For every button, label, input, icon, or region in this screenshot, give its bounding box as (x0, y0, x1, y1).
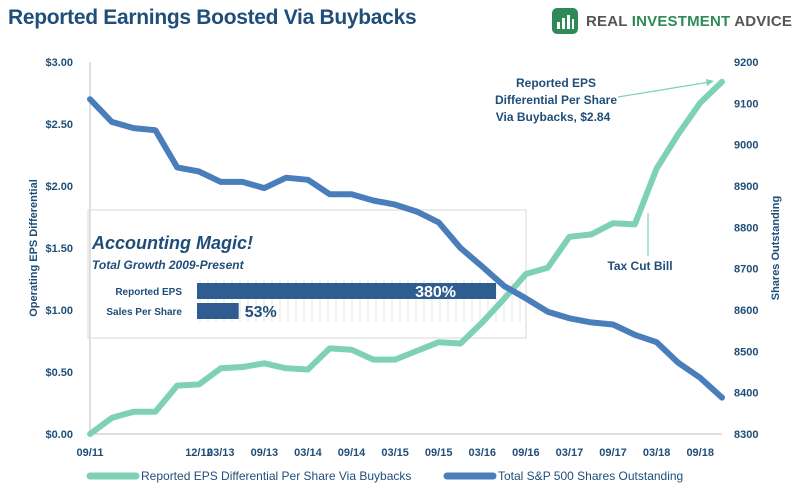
inset-bar (197, 303, 239, 319)
right-tick-label: 8700 (734, 264, 758, 276)
brand-word-3: ADVICE (730, 12, 793, 30)
left-axis: $0.00 $0.50 $1.00 $1.50 $2.00 $2.50 $3.00 (45, 57, 91, 441)
legend: Reported EPS Differential Per Share Via … (86, 469, 683, 483)
inset-bar-label: Sales Per Share (106, 307, 182, 318)
left-tick-label: $1.00 (45, 305, 73, 317)
inset-bar-value: 380% (415, 284, 456, 301)
inset-bar-value: 53% (245, 304, 277, 321)
right-tick-label: 8800 (734, 222, 758, 234)
inset-title: Accounting Magic! (91, 233, 253, 253)
eps-series-line (87, 78, 725, 437)
left-tick-label: $2.00 (45, 181, 73, 193)
x-tick-label: 03/17 (556, 447, 584, 459)
x-tick-label: 03/14 (294, 447, 322, 459)
inset-subtitle: Total Growth 2009-Present (92, 258, 245, 272)
x-tick-label: 09/13 (251, 447, 279, 459)
x-tick-label: 12/12 (185, 447, 213, 459)
x-tick-label: 09/11 (77, 447, 104, 459)
right-tick-label: 8900 (734, 181, 758, 193)
eps-note-line-3: Via Buybacks, $2.84 (496, 110, 611, 124)
left-tick-label: $2.50 (45, 119, 73, 131)
right-tick-label: 9000 (734, 140, 758, 152)
right-axis-title: Shares Outstanding (770, 196, 782, 301)
brand-name: REAL INVESTMENT ADVICE (586, 13, 792, 30)
inset-bar-label: Reported EPS (115, 287, 182, 298)
inset-bar (197, 283, 496, 299)
eps-note-line-2: Differential Per Share (495, 93, 617, 107)
shares-series-line (87, 96, 725, 401)
right-tick-label: 8300 (734, 429, 758, 441)
left-tick-label: $0.00 (45, 429, 73, 441)
right-axis: 8300 8400 8500 8600 8700 8800 8900 9000 9100 9200 (734, 57, 758, 441)
x-tick-label: 09/14 (338, 447, 366, 459)
right-tick-label: 8400 (734, 388, 758, 400)
right-tick-label: 9200 (734, 57, 758, 69)
inset-frame (87, 209, 527, 339)
right-tick-label: 8500 (734, 346, 758, 358)
x-tick-label: 03/15 (381, 447, 409, 459)
right-tick-label: 9100 (734, 98, 758, 110)
eps-note-arrow (617, 81, 711, 98)
inset-bars: Reported EPS 380% Sales Per Share 53% (106, 283, 496, 321)
brand: REAL INVESTMENT ADVICE (552, 6, 792, 36)
tax-note: Tax Cut Bill (607, 259, 672, 273)
inset-panel: Accounting Magic! Total Growth 2009-Pres… (87, 209, 527, 339)
legend-label-shares: Total S&P 500 Shares Outstanding (498, 469, 683, 483)
eps-note-arrowhead (706, 79, 714, 86)
legend-label-eps: Reported EPS Differential Per Share Via … (141, 469, 411, 483)
brand-word-2: INVESTMENT (631, 12, 731, 30)
left-tick-label: $3.00 (45, 57, 73, 69)
brand-word-1: REAL (586, 12, 632, 30)
x-tick-label: 03/18 (643, 447, 671, 459)
x-tick-label: 09/16 (512, 447, 540, 459)
x-tick-label: 09/15 (425, 447, 453, 459)
left-tick-label: $0.50 (45, 367, 73, 379)
eps-note-line-1: Reported EPS (516, 76, 596, 90)
bar-chart-icon (552, 8, 578, 34)
right-tick-label: 8600 (734, 305, 758, 317)
x-tick-label: 03/16 (469, 447, 497, 459)
left-tick-label: $1.50 (45, 243, 73, 255)
chart-title: Reported Earnings Boosted Via Buybacks (8, 6, 417, 29)
series-layer (87, 78, 725, 437)
x-tick-label: 03/13 (207, 447, 235, 459)
x-tick-label: 09/18 (686, 447, 714, 459)
x-tick-label: 09/17 (599, 447, 627, 459)
left-axis-title: Operating EPS Differential (28, 179, 40, 317)
